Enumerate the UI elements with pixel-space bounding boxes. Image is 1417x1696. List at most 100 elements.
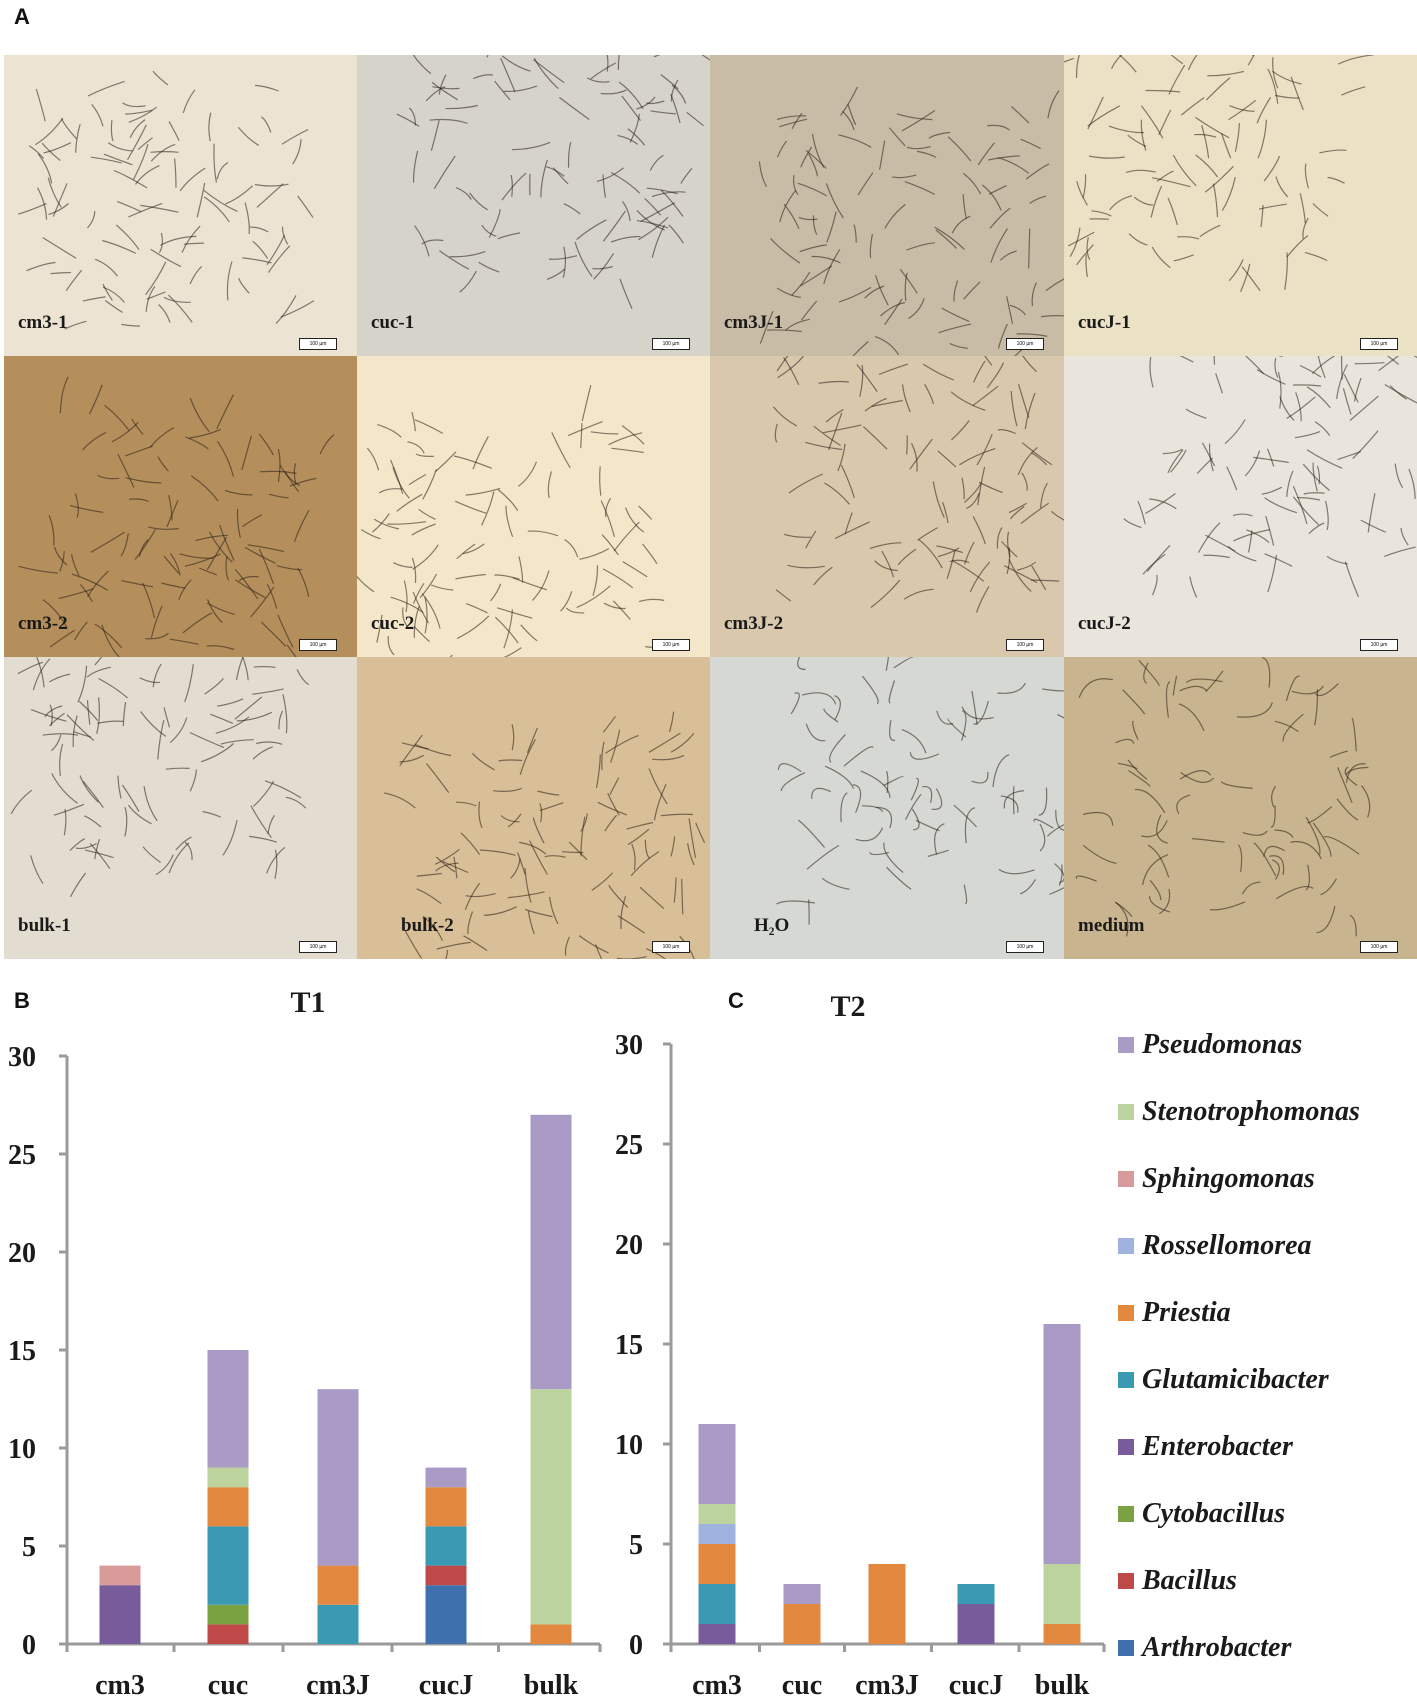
nematode-texture: [1064, 55, 1374, 292]
x-tick-label: bulk: [524, 1670, 579, 1696]
scale-bar: 100 µm: [299, 941, 337, 953]
x-tick-label: cucJ: [949, 1670, 1003, 1696]
legend-swatch: [1118, 1171, 1134, 1187]
bar-segment-glutamicibacter: [317, 1604, 359, 1644]
nematode-texture: [18, 70, 315, 330]
bar-segment-priestia: [783, 1604, 821, 1644]
y-tick-label: 15: [615, 1330, 643, 1361]
micrograph-tile: bulk-2 100 µm: [357, 657, 710, 959]
bar-segment-enterobacter: [99, 1585, 141, 1644]
legend-item: Arthrobacter: [1118, 1632, 1291, 1663]
micrograph-label: cm3-2: [18, 613, 68, 634]
bar-segment-rossellomorea: [698, 1524, 736, 1544]
micrograph-label: cucJ-1: [1078, 312, 1131, 333]
legend-item: Glutamicibacter: [1118, 1364, 1329, 1395]
bar-segment-priestia: [868, 1564, 906, 1644]
nematode-texture: [18, 376, 335, 657]
nematode-texture: [396, 55, 710, 309]
bar-segment-pseudomonas: [783, 1584, 821, 1604]
bar-segment-arthrobacter: [425, 1585, 467, 1644]
bar-segment-pseudomonas: [425, 1467, 467, 1488]
panel-label-a: A: [14, 4, 30, 29]
scale-bar: 100 µm: [652, 941, 690, 953]
micrograph-label: cm3-1: [18, 312, 68, 333]
micrograph-tile: medium 100 µm: [1064, 657, 1417, 959]
bar-segment-glutamicibacter: [698, 1584, 736, 1624]
micrograph-label: cm3J-1: [724, 312, 784, 333]
scale-bar: 100 µm: [1006, 338, 1044, 350]
legend-item: Enterobacter: [1118, 1431, 1293, 1462]
y-tick-label: 10: [615, 1430, 643, 1461]
bar-segment-enterobacter: [957, 1604, 995, 1644]
scale-bar: 100 µm: [1360, 941, 1398, 953]
micrograph-label: cucJ-2: [1078, 613, 1131, 634]
bar-segment-stenotrophomonas: [1043, 1564, 1081, 1624]
legend-swatch: [1118, 1238, 1134, 1254]
legend-swatch: [1118, 1506, 1134, 1522]
legend-item: Sphingomonas: [1118, 1163, 1315, 1194]
micrograph-tile: cm3-1 100 µm: [4, 55, 357, 356]
scale-bar: 100 µm: [652, 338, 690, 350]
scale-bar: 100 µm: [652, 639, 690, 651]
bar-segment-priestia: [425, 1487, 467, 1527]
bar-segment-priestia: [698, 1544, 736, 1584]
bar-segment-bacillus: [207, 1624, 249, 1644]
micrograph-label: cm3J-2: [724, 613, 784, 634]
chart-title: T1: [290, 986, 325, 1019]
nematode-texture: [772, 356, 1064, 613]
bar-charts: 0 5 10 15 20 25 30 cm3 cuc cm3J cucJ bulk T1 0 5 10 15 20…: [8, 986, 1106, 1696]
y-tick-label: 5: [629, 1530, 643, 1561]
bar-segment-stenotrophomonas: [207, 1467, 249, 1488]
legend-item: Stenotrophomonas: [1118, 1096, 1360, 1127]
legend-item: Bacillus: [1118, 1565, 1237, 1596]
scale-bar: 100 µm: [1360, 338, 1398, 350]
bar-segment-cytobacillus: [207, 1604, 249, 1625]
scale-bar: 100 µm: [1360, 639, 1398, 651]
legend-item: Cytobacillus: [1118, 1498, 1285, 1529]
bar-segment-pseudomonas: [317, 1389, 359, 1566]
legend-swatch: [1118, 1573, 1134, 1589]
legend-label: Bacillus: [1142, 1565, 1237, 1596]
panel-label-b: B: [14, 988, 30, 1013]
panel-label-c: C: [728, 988, 744, 1013]
bar-segment-priestia: [530, 1624, 572, 1644]
legend-swatch: [1118, 1640, 1134, 1656]
legend-swatch: [1118, 1104, 1134, 1120]
micrograph-label: medium: [1078, 915, 1145, 936]
legend-label: Sphingomonas: [1142, 1163, 1315, 1194]
scale-bar: 100 µm: [299, 338, 337, 350]
nematode-texture: [384, 711, 706, 959]
y-tick-label: 20: [615, 1230, 643, 1261]
nematode-texture: [776, 657, 1064, 925]
y-tick-label: 0: [22, 1630, 36, 1661]
y-tick-label: 10: [8, 1434, 36, 1465]
nematode-texture: [758, 86, 1064, 356]
legend-item: Rossellomorea: [1118, 1230, 1312, 1261]
micrograph-label: bulk-2: [401, 915, 454, 936]
legend-label: Pseudomonas: [1142, 1029, 1303, 1060]
nematode-texture: [1123, 356, 1417, 598]
y-tick-label: 20: [8, 1238, 36, 1269]
y-tick-label: 25: [615, 1130, 643, 1161]
bar-segment-enterobacter: [698, 1624, 736, 1644]
bar-segment-priestia: [207, 1487, 249, 1527]
nematode-texture: [357, 384, 676, 657]
nematode-texture: [1075, 657, 1371, 937]
y-tick-label: 30: [8, 1042, 36, 1073]
legend-swatch: [1118, 1037, 1134, 1053]
legend-swatch: [1118, 1372, 1134, 1388]
y-tick-label: 25: [8, 1140, 36, 1171]
bar-segment-pseudomonas: [530, 1114, 572, 1390]
micrograph-label: cuc-2: [371, 613, 415, 634]
y-tick-label: 30: [615, 1030, 643, 1061]
legend-label: Enterobacter: [1142, 1431, 1293, 1462]
bar-segment-glutamicibacter: [957, 1584, 995, 1604]
micrograph-tile: cm3J-1 100 µm: [710, 55, 1064, 356]
scale-bar: 100 µm: [299, 639, 337, 651]
y-tick-label: 5: [22, 1532, 36, 1563]
micrograph-label: H₂O: [754, 915, 790, 936]
legend-swatch: [1118, 1439, 1134, 1455]
x-tick-label: cm3: [95, 1670, 145, 1696]
micrograph-tile: H₂O 100 µm: [710, 657, 1064, 959]
bar-segment-glutamicibacter: [207, 1526, 249, 1605]
